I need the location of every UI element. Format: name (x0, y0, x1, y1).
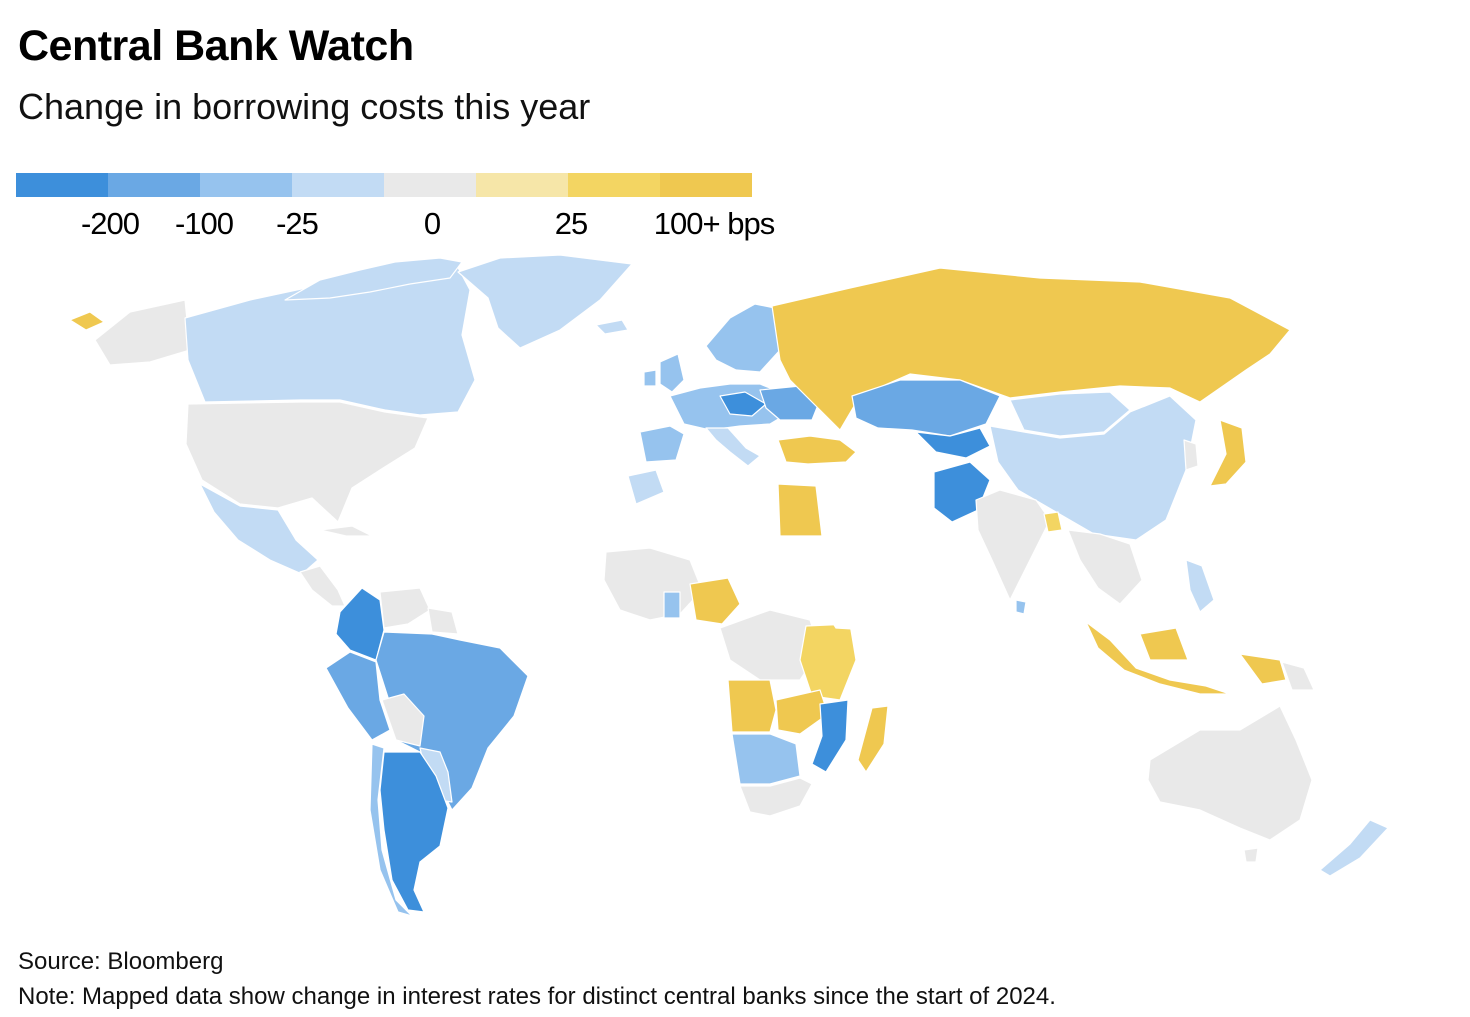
legend-label-minus-25: -25 (276, 206, 319, 241)
region-usa (185, 401, 429, 523)
legend-label-100-plus: 100+ bps (653, 206, 775, 241)
region-morocco (627, 469, 665, 505)
legend-swatch-4 (292, 173, 384, 197)
legend-color-scale (16, 173, 752, 197)
region-bolivia (381, 693, 425, 747)
region-russia (771, 267, 1291, 431)
legend-swatch-7 (568, 173, 660, 197)
legend-label-25: 25 (554, 206, 588, 241)
region-australia (1147, 705, 1313, 841)
legend-swatch-2 (108, 173, 200, 197)
region-ireland (643, 369, 657, 387)
world-map (69, 254, 1389, 917)
region-mozambique (811, 699, 849, 773)
region-central-asia (915, 427, 991, 459)
region-india (975, 489, 1051, 601)
region-turkey (777, 435, 857, 465)
legend-label-zero: 0 (423, 206, 441, 241)
region-colombia (335, 587, 385, 661)
chart-title: Central Bank Watch (18, 22, 414, 70)
region-tasmania (1243, 847, 1259, 863)
legend-swatch-8 (660, 173, 752, 197)
footnote: Note: Mapped data show change in interes… (18, 983, 1056, 1010)
legend-label-minus-200: -200 (80, 206, 140, 241)
region-sri-lanka (1015, 599, 1027, 615)
region-arctic-islands (284, 257, 463, 301)
region-east-africa (799, 623, 857, 701)
region-poland-hungary (719, 391, 767, 417)
region-horn-of-africa (817, 559, 901, 631)
legend-swatch-5 (384, 173, 476, 197)
source-note: Source: Bloomberg (18, 948, 224, 975)
region-venezuela (379, 587, 431, 629)
region-new-zealand (1319, 819, 1389, 877)
region-uk (659, 353, 685, 393)
region-peru (325, 651, 391, 741)
region-indonesia (1085, 621, 1287, 695)
chart-subtitle: Change in borrowing costs this year (18, 86, 591, 127)
region-brazil (375, 631, 529, 811)
region-guianas (427, 607, 459, 635)
region-egypt (777, 483, 823, 537)
region-alaska (94, 299, 191, 366)
region-scandinavia (705, 303, 781, 373)
region-namibia-botswana (731, 733, 801, 785)
region-nigeria (689, 577, 741, 625)
region-japan (1209, 419, 1247, 487)
legend-label-minus-100: -100 (174, 206, 234, 241)
region-central-america (299, 565, 346, 607)
region-bangladesh (1043, 511, 1063, 533)
region-ghana (663, 591, 681, 619)
region-mongolia (1009, 391, 1131, 437)
region-cuba (319, 525, 373, 537)
legend-swatch-6 (476, 173, 568, 197)
region-iceland (595, 319, 629, 335)
region-papua-new-guinea (1281, 661, 1315, 691)
region-southeast-asia (1067, 529, 1143, 605)
region-west-africa (603, 547, 703, 621)
region-greenland (457, 254, 633, 349)
region-greenland-small-yellow (69, 311, 105, 331)
region-argentina (379, 751, 449, 913)
region-philippines (1185, 559, 1215, 613)
legend-swatch-3 (200, 173, 292, 197)
region-chile (369, 743, 413, 917)
region-madagascar (857, 705, 889, 773)
region-mexico (199, 483, 319, 575)
region-angola (727, 679, 777, 733)
region-iberia (639, 425, 685, 463)
region-middle-east (799, 459, 931, 561)
region-korea (1183, 439, 1199, 471)
region-zambia-malawi (775, 689, 829, 735)
legend-swatch-1 (16, 173, 108, 197)
region-kazakhstan (851, 379, 1001, 437)
region-south-africa (739, 777, 813, 817)
region-italy-balkans (705, 427, 761, 467)
